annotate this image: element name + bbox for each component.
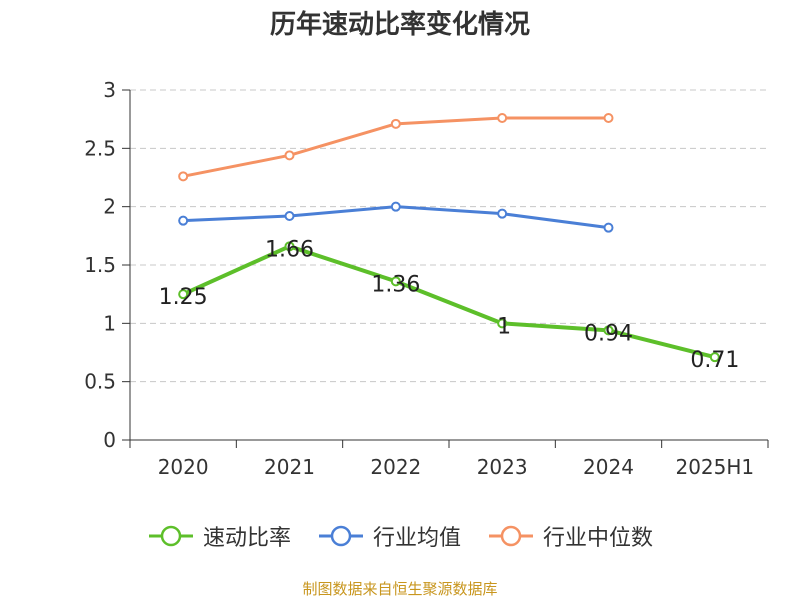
series-line [182,244,716,360]
y-tick-label: 0.5 [84,370,116,394]
y-tick-label: 2.5 [84,136,116,160]
legend-marker-industry-average [318,525,363,547]
data-label: 1.66 [265,237,314,262]
y-tick-label: 3 [103,78,116,102]
legend-item-industry-average[interactable]: 行业均值 [317,520,461,552]
data-point [497,318,508,329]
y-tick-label: 2 [103,195,116,219]
data-point [178,289,189,300]
source-note: 制图数据来自恒生聚源数据库 [302,580,498,598]
legend-item-quick-ratio[interactable]: 速动比率 [147,520,291,552]
data-point [284,211,295,221]
x-tick-label: 2024 [583,455,634,479]
legend-label-quick-ratio: 速动比率 [202,526,291,551]
data-point [284,150,295,161]
x-tick-label: 2020 [158,455,209,479]
data-point [178,171,189,182]
data-point [603,325,614,336]
data-label: 1.36 [371,272,420,297]
data-point [178,215,189,226]
x-tick-label: 2023 [477,455,528,479]
legend-marker-quick-ratio [148,525,193,547]
legend-item-industry-median[interactable]: 行业中位数 [487,520,653,552]
y-tick-label: 0 [103,428,116,452]
data-point [497,113,508,123]
chart-title: 历年速动比率变化情况 [269,10,530,40]
data-point [390,118,401,129]
y-tick-label: 1.5 [84,253,116,277]
x-tick-label: 2025H1 [675,455,754,479]
x-tick-label: 2021 [264,455,315,479]
data-point [284,241,295,252]
data-label: 1.25 [159,285,208,310]
data-point [709,352,720,363]
data-point [603,113,614,123]
data-point [603,222,614,233]
data-label: 0.94 [584,321,633,346]
legend-marker-industry-median [489,525,533,547]
data-label: 1 [497,314,511,339]
legend: 速动比率 行业均值 行业中位数 [0,520,800,552]
data-point [390,201,401,212]
y-tick-label: 1 [103,311,116,335]
x-tick-label: 2022 [370,455,421,479]
legend-label-industry-average: 行业均值 [372,526,461,551]
data-point [497,208,508,219]
legend-label-industry-median: 行业中位数 [543,526,654,551]
data-point [390,276,401,287]
data-label: 0.71 [690,348,739,373]
